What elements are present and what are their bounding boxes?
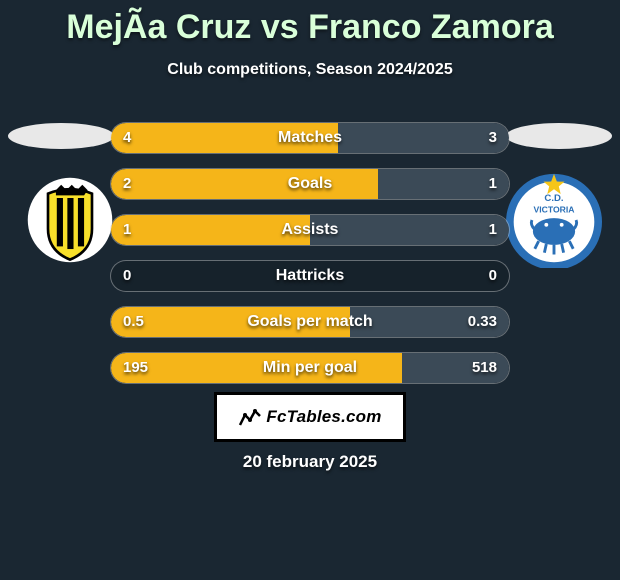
subtitle: Club competitions, Season 2024/2025 — [0, 61, 620, 79]
stat-label: Goals — [111, 169, 509, 199]
stat-label: Hattricks — [111, 261, 509, 291]
club-badge-right: C.D. VICTORIA — [506, 172, 602, 268]
stat-label: Min per goal — [111, 353, 509, 383]
club-badge-left — [26, 176, 114, 264]
stat-row: 11Assists — [110, 214, 510, 246]
stats-container: 43Matches 21Goals 11Assists 00Hattricks 0.50… — [110, 122, 510, 398]
brand-text: FcTables.com — [266, 407, 381, 427]
player-photo-placeholder-right — [506, 123, 612, 149]
svg-text:VICTORIA: VICTORIA — [533, 204, 574, 214]
page-title: MejÃ­a Cruz vs Franco Zamora — [0, 0, 620, 47]
stat-row: 195518Min per goal — [110, 352, 510, 384]
stat-row: 21Goals — [110, 168, 510, 200]
date-text: 20 february 2025 — [0, 452, 620, 472]
brand-logo-icon — [238, 405, 262, 429]
stat-row: 00Hattricks — [110, 260, 510, 292]
svg-text:C.D.: C.D. — [544, 193, 563, 204]
stat-row: 43Matches — [110, 122, 510, 154]
stat-label: Assists — [111, 215, 509, 245]
stat-row: 0.50.33Goals per match — [110, 306, 510, 338]
stat-label: Matches — [111, 123, 509, 153]
brand-box: FcTables.com — [214, 392, 406, 442]
stat-label: Goals per match — [111, 307, 509, 337]
player-photo-placeholder-left — [8, 123, 114, 149]
